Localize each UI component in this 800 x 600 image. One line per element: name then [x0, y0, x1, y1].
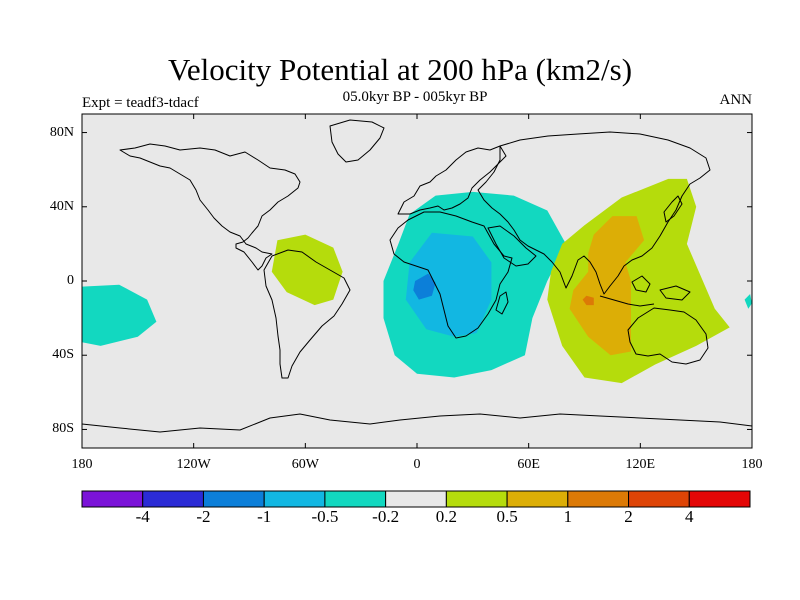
colorbar-label: 2	[624, 507, 633, 526]
contour-region-8	[569, 216, 645, 356]
coastline-greenland	[329, 119, 385, 163]
colorbar-swatch	[506, 490, 569, 508]
colorbar-label: -2	[196, 507, 211, 526]
colorbar-swatch	[445, 490, 508, 508]
contour-region-4	[82, 284, 157, 346]
colorbar-swatch	[202, 490, 265, 508]
colorbar-swatch	[567, 490, 630, 508]
contour-region-2	[405, 232, 492, 337]
coastline-arabia	[487, 225, 537, 267]
colorbar-swatch	[385, 490, 447, 508]
colorbar-label: 4	[685, 507, 694, 526]
coastline-asia	[477, 131, 711, 295]
coastline-madagascar	[495, 291, 509, 315]
season-label: ANN	[719, 92, 753, 108]
lat-tick-label: 0	[67, 273, 74, 288]
contour-fill-layer	[82, 114, 752, 448]
lon-tick-label: 120W	[176, 457, 211, 472]
colorbar-swatch	[688, 490, 751, 508]
colorbar-label: -0.2	[372, 507, 400, 526]
colorbar	[81, 490, 751, 508]
coastline-south-america	[263, 249, 351, 379]
coastline-africa	[389, 211, 513, 339]
lon-tick-label: 60E	[517, 457, 540, 472]
lon-tick-label: 180	[71, 457, 93, 472]
coastline-japan	[663, 195, 683, 223]
colorbar-label: 0.5	[496, 507, 518, 526]
contour-region-3	[413, 273, 436, 300]
experiment-label: Expt = teadf3-tdacf	[82, 95, 199, 111]
colorbar-label: 1	[563, 507, 573, 526]
colorbar-swatch	[324, 490, 387, 508]
coastline-north-america	[119, 143, 301, 271]
coastlines	[81, 119, 753, 433]
contour-region-9	[582, 295, 594, 306]
contour-region-5	[744, 294, 752, 309]
lat-tick-label: 80N	[49, 124, 74, 140]
contour-region-6	[271, 234, 343, 306]
colorbar-label: 0.2	[435, 507, 457, 526]
colorbar-label: -4	[135, 507, 150, 526]
lat-tick-label: 40N	[49, 198, 74, 214]
coastline-europe	[397, 145, 507, 215]
colorbar-label: -1	[257, 507, 272, 526]
colorbar-swatch	[628, 490, 690, 508]
colorbar-swatch	[81, 490, 144, 508]
colorbar-swatch	[263, 490, 326, 508]
coastline-maritime-continent	[599, 275, 691, 307]
colorbar-swatch	[142, 490, 204, 508]
lat-tick-label: 40S	[52, 347, 74, 363]
lon-tick-label: 120E	[625, 457, 656, 472]
page-title: Velocity Potential at 200 hPa (km2/s)	[167, 52, 633, 87]
lat-tick-label: 80S	[52, 421, 74, 437]
lon-tick-label: 0	[413, 457, 421, 472]
coastline-australia	[627, 307, 709, 365]
lon-tick-label: 180	[741, 457, 763, 472]
lon-tick-label: 60W	[291, 457, 319, 472]
axis-ticks	[81, 114, 753, 448]
subtitle: 05.0kyr BP - 005kyr BP	[342, 89, 488, 105]
colorbar-label: -0.5	[311, 507, 339, 526]
coastline-antarctica	[81, 413, 753, 433]
